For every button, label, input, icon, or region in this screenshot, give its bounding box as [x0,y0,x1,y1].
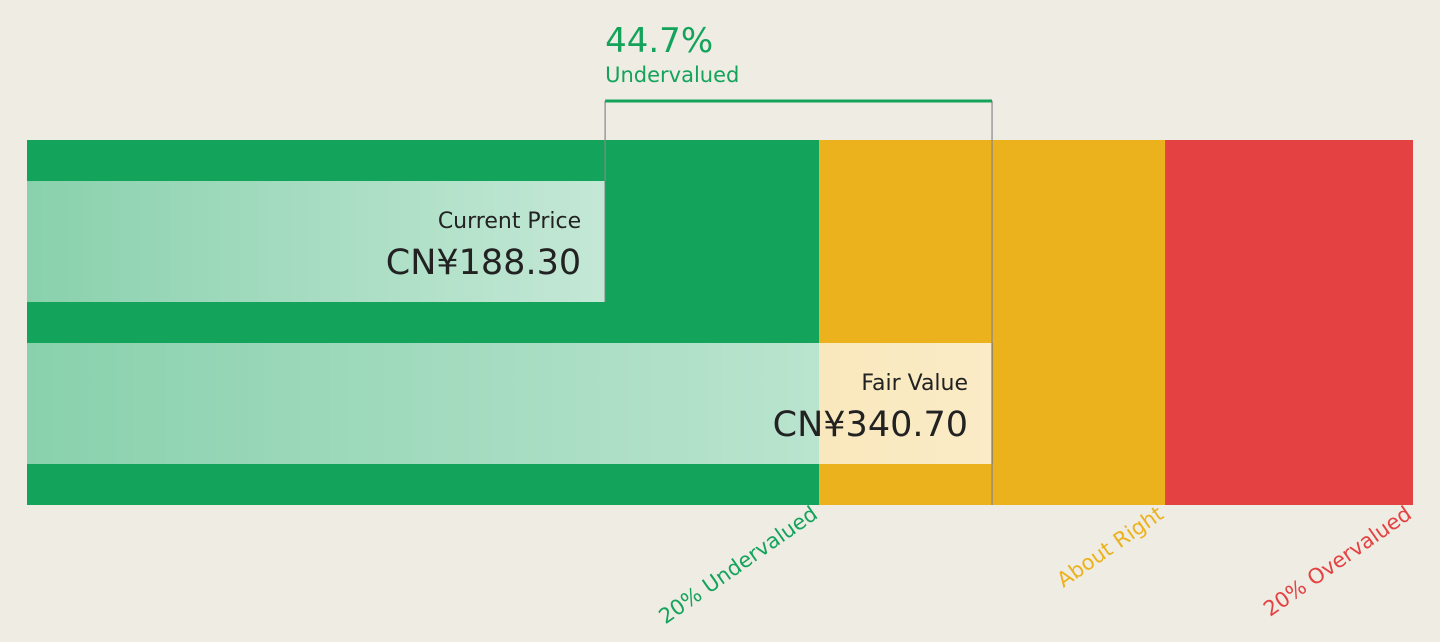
zone-label: 20% Undervalued [654,501,821,628]
value-name: Fair Value [861,371,968,396]
value-name: Current Price [438,209,581,234]
value-bar [27,181,606,302]
difference-label: 44.7% [605,21,713,61]
value-label: CN¥340.70 [773,405,968,445]
value-label: CN¥188.30 [386,243,581,283]
value-bar [27,343,993,464]
verdict: Undervalued [605,63,739,87]
zone [1165,140,1413,505]
zone-label: 20% Overvalued [1259,501,1416,621]
zone-label: About Right [1053,501,1168,592]
